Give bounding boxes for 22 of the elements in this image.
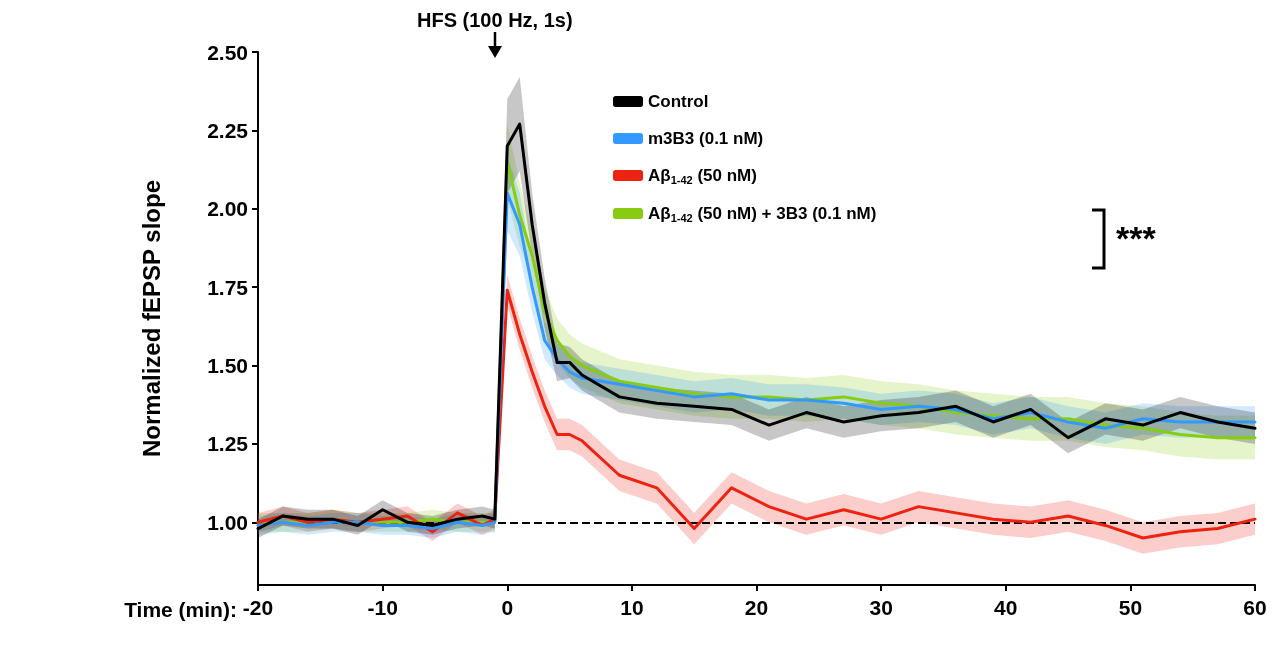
y-tick-label: 2.00 xyxy=(207,197,248,221)
x-tick-label: 20 xyxy=(744,596,769,619)
y-tick-label: 2.25 xyxy=(207,118,249,142)
x-tick-label: 40 xyxy=(994,596,1018,619)
legend-label: Control xyxy=(648,92,709,111)
y-tick-label: 1.00 xyxy=(207,510,248,534)
x-tick-label: -20 xyxy=(242,596,274,619)
y-axis-title: Normalized fEPSP slope xyxy=(137,180,165,457)
x-tick-label: 50 xyxy=(1118,596,1143,619)
y-tick-label: 2.50 xyxy=(207,40,248,64)
legend-label: m3B3 (0.1 nM) xyxy=(648,129,764,148)
x-axis-title: Time (min): xyxy=(124,598,237,621)
x-tick-label: 10 xyxy=(620,596,644,619)
annotation: *** xyxy=(1116,219,1157,257)
y-tick-label: 1.75 xyxy=(207,275,249,299)
x-tick-label: -10 xyxy=(367,596,398,619)
x-tick-label: 30 xyxy=(869,596,893,619)
x-tick-label: 0 xyxy=(501,596,514,619)
annotation: HFS (100 Hz, 1s) xyxy=(416,9,573,31)
y-tick-label: 1.25 xyxy=(207,432,249,456)
x-tick-label: 60 xyxy=(1243,596,1267,619)
y-tick-label: 1.50 xyxy=(207,354,248,378)
